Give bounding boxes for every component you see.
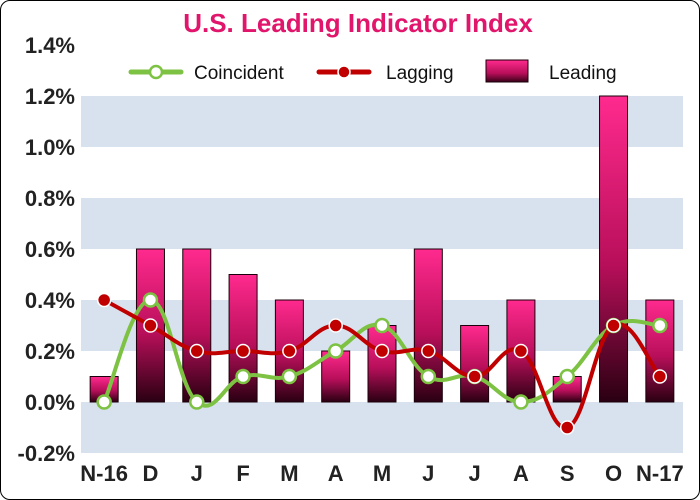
- point-lagging: [374, 343, 390, 359]
- point-lagging: [513, 343, 529, 359]
- legend-marker-coincident: [148, 64, 164, 80]
- x-tick-label: S: [560, 461, 575, 486]
- bar-leading: [645, 299, 675, 403]
- y-tick-label: -0.2%: [18, 441, 75, 466]
- y-tick-label: 0.8%: [25, 186, 75, 211]
- point-lagging: [189, 343, 205, 359]
- bar-leading: [182, 248, 212, 403]
- y-tick-label: 1.2%: [25, 84, 75, 109]
- point-coincident: [96, 394, 112, 410]
- legend-label-leading: Leading: [549, 63, 617, 84]
- y-tick-label: 0.2%: [25, 339, 75, 364]
- grid-band: [81, 249, 683, 300]
- x-tick-label: J: [468, 461, 480, 486]
- legend-swatch-leading: [485, 59, 529, 83]
- x-tick-label: J: [191, 461, 203, 486]
- point-coincident: [374, 317, 390, 334]
- point-coincident: [652, 317, 668, 334]
- bar-leading: [599, 95, 629, 403]
- grid-band: [81, 198, 683, 249]
- bar-leading: [367, 325, 397, 403]
- point-coincident: [189, 394, 205, 410]
- point-lagging: [282, 343, 297, 359]
- x-tick-label: M: [280, 461, 298, 486]
- point-coincident: [513, 394, 529, 410]
- point-lagging: [235, 343, 251, 359]
- point-lagging: [467, 369, 482, 384]
- x-tick-label: N-17: [636, 461, 684, 486]
- point-lagging: [143, 318, 158, 333]
- point-coincident: [142, 292, 159, 308]
- point-coincident: [235, 368, 251, 385]
- x-tick-label: J: [422, 461, 434, 486]
- point-lagging: [606, 318, 621, 333]
- x-tick-label: O: [605, 461, 622, 486]
- x-tick-label: M: [373, 461, 391, 486]
- x-tick-label: F: [236, 461, 249, 486]
- y-tick-label: 0.4%: [25, 288, 75, 313]
- y-tick-label: 0.0%: [25, 390, 75, 415]
- grid-band: [81, 96, 683, 147]
- point-lagging: [559, 420, 575, 435]
- y-tick-label: 1.4%: [25, 33, 75, 58]
- x-tick-label: A: [328, 461, 344, 486]
- point-coincident: [559, 368, 575, 385]
- bar-leading: [460, 325, 490, 403]
- point-lagging: [652, 369, 668, 384]
- legend-marker-lagging: [337, 65, 351, 79]
- point-coincident: [327, 343, 344, 359]
- point-coincident: [420, 368, 437, 385]
- y-tick-label: 1.0%: [25, 135, 75, 160]
- x-tick-label: D: [143, 461, 159, 486]
- point-lagging: [421, 343, 436, 359]
- x-tick-label: N-16: [80, 461, 128, 486]
- chart-title: U.S. Leading Indicator Index: [183, 8, 533, 38]
- point-lagging: [328, 318, 343, 333]
- grid-band: [81, 402, 683, 453]
- y-tick-label: 0.6%: [25, 237, 75, 262]
- point-lagging: [96, 292, 112, 308]
- legend: Coincident Lagging Leading: [128, 59, 617, 84]
- legend-label-coincident: Coincident: [194, 63, 284, 84]
- point-coincident: [281, 368, 298, 385]
- legend-label-lagging: Lagging: [386, 63, 454, 84]
- grid-band: [81, 147, 683, 198]
- x-tick-label: A: [513, 461, 529, 486]
